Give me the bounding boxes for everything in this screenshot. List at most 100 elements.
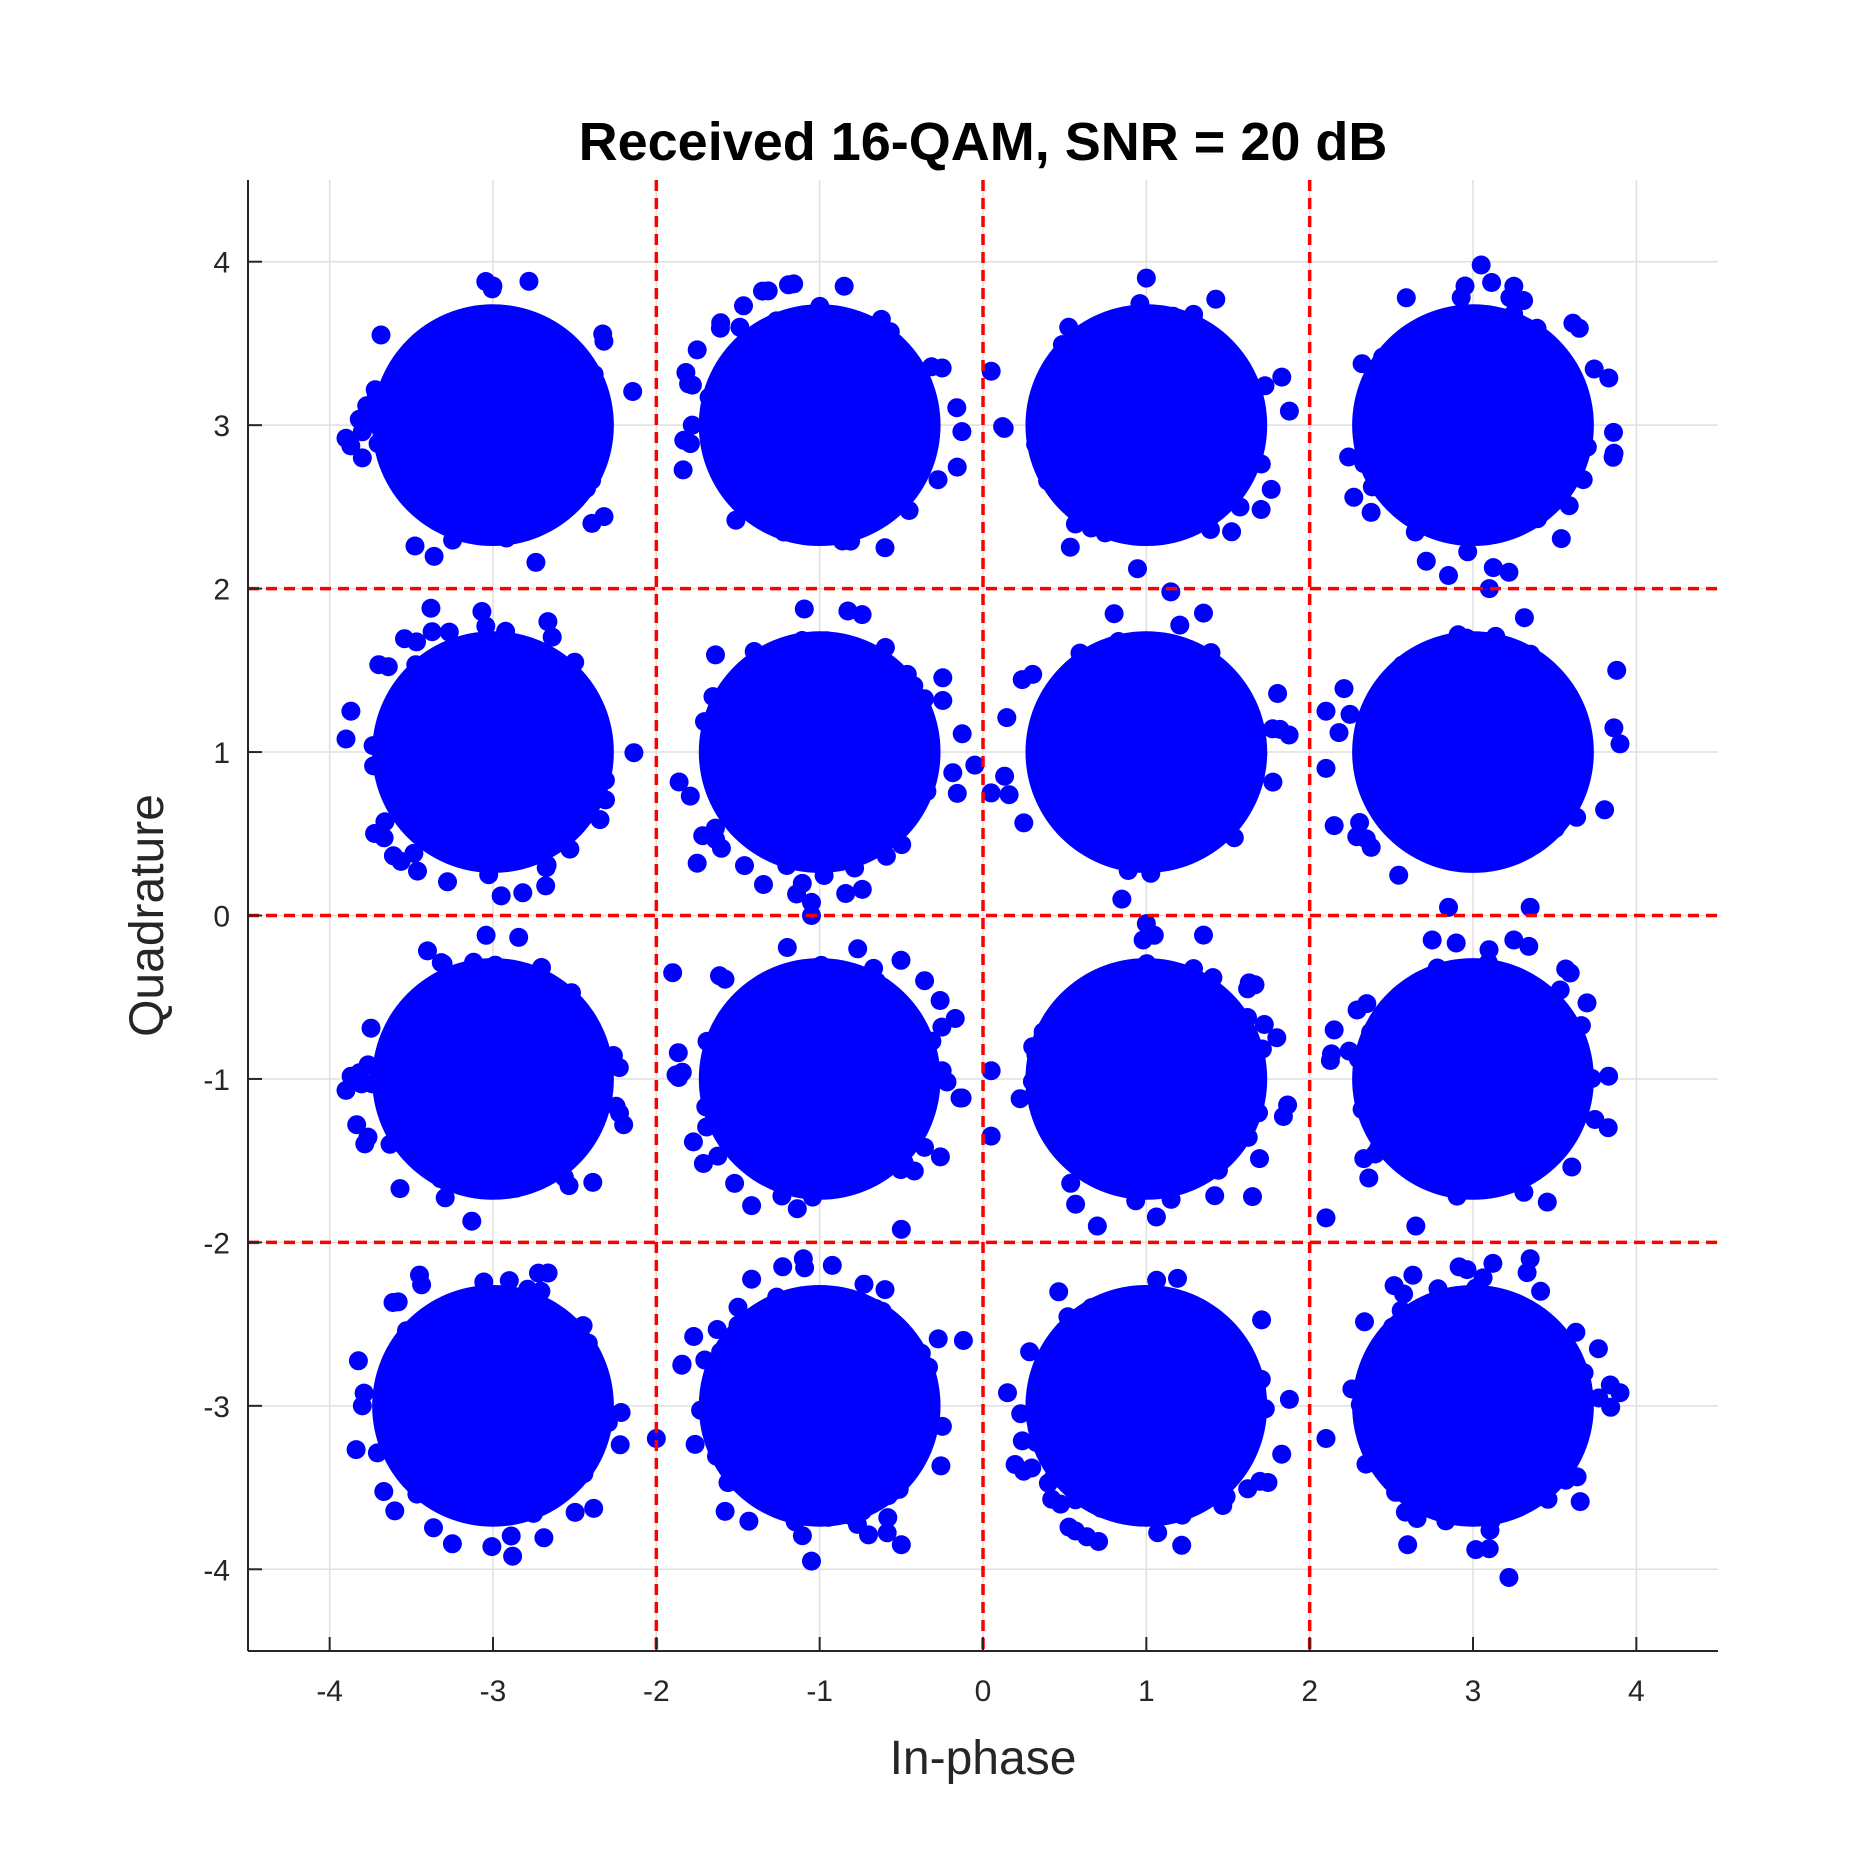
x-tick-label: 0 — [975, 1675, 992, 1708]
outlier-point-57 — [1316, 1208, 1336, 1228]
data-point — [832, 1138, 852, 1158]
data-point — [1514, 1379, 1534, 1399]
cluster-3 — [1339, 273, 1624, 578]
data-point — [1599, 1066, 1619, 1086]
data-point — [492, 811, 512, 831]
data-point — [772, 1158, 791, 1178]
outlier-point-50 — [1499, 562, 1519, 582]
data-point — [464, 1434, 484, 1454]
data-point — [1520, 1096, 1540, 1116]
data-point — [803, 1335, 823, 1354]
data-point — [1238, 1008, 1257, 1027]
data-point — [524, 465, 544, 485]
data-point — [833, 531, 852, 551]
data-point — [1371, 772, 1391, 792]
y-axis-title: Quadrature — [121, 794, 174, 1037]
data-point — [496, 528, 516, 548]
data-point — [1148, 685, 1168, 705]
data-point — [726, 510, 746, 530]
data-point — [1472, 393, 1492, 412]
data-point — [1440, 326, 1460, 345]
data-point — [1473, 966, 1492, 986]
data-point — [1154, 1155, 1174, 1175]
data-point — [1039, 381, 1059, 401]
data-point — [1424, 1478, 1444, 1498]
data-point — [534, 1528, 554, 1548]
data-point — [1405, 1352, 1425, 1371]
data-point — [1412, 489, 1432, 509]
data-point — [1178, 353, 1198, 373]
data-point — [1054, 1081, 1074, 1100]
data-point — [542, 627, 562, 647]
cluster-10 — [1010, 925, 1298, 1227]
data-point — [470, 413, 490, 433]
data-point — [1195, 482, 1215, 502]
data-point — [1503, 1055, 1523, 1075]
data-point — [1121, 1398, 1141, 1418]
data-point — [1167, 648, 1187, 668]
data-point — [1500, 1465, 1519, 1485]
data-point — [1106, 376, 1126, 396]
data-point — [1165, 1334, 1184, 1354]
data-point — [532, 1310, 552, 1330]
data-point — [1020, 1342, 1040, 1362]
data-point — [825, 659, 845, 679]
data-point — [419, 711, 439, 731]
data-point — [1189, 1307, 1209, 1327]
data-point — [1159, 342, 1179, 361]
data-point — [405, 751, 425, 771]
data-point — [1203, 798, 1222, 817]
data-point — [1408, 676, 1427, 695]
data-point — [783, 1494, 803, 1514]
data-point — [1153, 1072, 1173, 1091]
data-point — [1035, 1401, 1055, 1421]
data-point — [1471, 515, 1491, 535]
data-point — [1588, 1339, 1608, 1359]
data-point — [469, 313, 489, 333]
data-point — [1404, 998, 1424, 1017]
data-point — [816, 404, 836, 424]
data-point — [1091, 686, 1111, 706]
data-point — [1022, 1458, 1042, 1478]
data-point — [362, 414, 382, 433]
data-point — [1480, 1295, 1499, 1315]
data-point — [1356, 1454, 1376, 1474]
data-point — [404, 394, 424, 414]
outlier-point-28 — [953, 1330, 973, 1350]
data-point — [1247, 1386, 1267, 1406]
data-point — [1459, 1438, 1479, 1458]
data-point — [1466, 1278, 1486, 1298]
data-point — [875, 1280, 895, 1300]
data-point — [1109, 632, 1129, 651]
data-point — [1431, 773, 1451, 793]
data-point — [1123, 751, 1143, 770]
data-point — [874, 1063, 894, 1083]
data-point — [864, 1014, 884, 1034]
outlier-point-14 — [834, 276, 854, 296]
data-point — [538, 612, 558, 632]
data-point — [876, 1328, 896, 1348]
data-point — [1473, 489, 1493, 509]
data-point — [1088, 417, 1108, 437]
data-point — [538, 1263, 558, 1283]
data-point — [460, 344, 479, 364]
data-point — [854, 1274, 874, 1294]
data-point — [1589, 1388, 1609, 1408]
data-point — [1064, 763, 1084, 783]
data-point — [1532, 1010, 1552, 1029]
data-point — [1389, 1072, 1409, 1091]
data-point — [1532, 689, 1552, 709]
data-point — [1248, 744, 1268, 764]
data-point — [1251, 454, 1271, 474]
data-point — [467, 719, 487, 739]
data-point — [669, 772, 689, 792]
data-point — [1049, 1063, 1069, 1083]
data-point — [584, 364, 604, 384]
tick-labels: -4 -3 -2 -1 0 1 2 3 4 -4 -3 -2 -1 0 1 2 3 4 — [203, 247, 1644, 1708]
data-point — [1060, 1394, 1080, 1414]
data-point — [1059, 317, 1079, 337]
data-point — [1190, 689, 1210, 708]
data-point — [1392, 655, 1412, 675]
data-point — [1138, 1114, 1158, 1133]
